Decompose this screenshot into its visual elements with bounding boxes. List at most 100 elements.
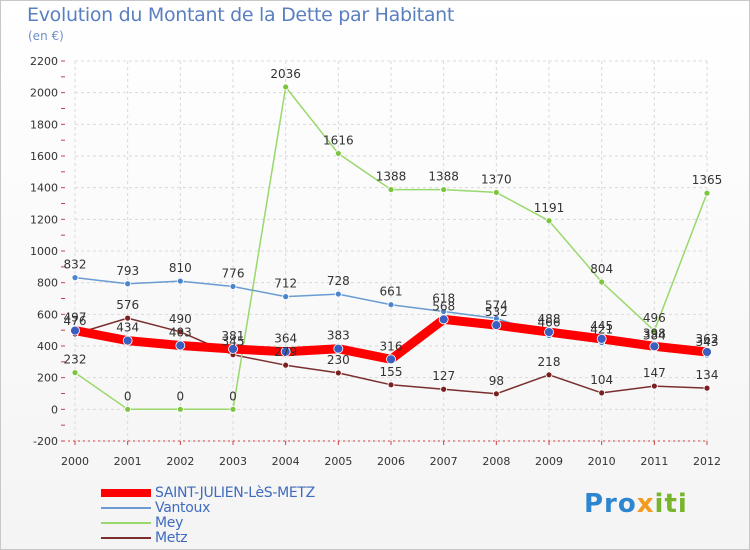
data-label: 104	[590, 373, 613, 387]
y-tick-label: 600	[37, 308, 58, 321]
x-tick-label: 2007	[430, 455, 458, 468]
data-label: 576	[116, 298, 139, 312]
y-tick-label: 1000	[30, 245, 58, 258]
data-point	[282, 293, 290, 301]
data-label: 574	[485, 298, 508, 312]
data-point	[282, 83, 290, 91]
data-point	[598, 278, 606, 286]
x-tick-label: 2011	[640, 455, 668, 468]
data-label: 810	[169, 261, 192, 275]
data-label: 0	[124, 389, 132, 403]
x-tick-label: 2002	[166, 455, 194, 468]
data-label: 618	[432, 291, 455, 305]
y-tick-label: 200	[37, 372, 58, 385]
logo-part: Pro	[584, 489, 637, 519]
data-label: 793	[116, 264, 139, 278]
x-tick-label: 2000	[61, 455, 89, 468]
data-point	[334, 290, 342, 298]
data-label: 712	[274, 277, 297, 291]
data-point	[703, 384, 711, 392]
data-label: 155	[380, 365, 403, 379]
data-point	[492, 189, 500, 196]
logo-part: x	[636, 489, 655, 519]
data-point	[176, 277, 184, 285]
data-label: 568	[432, 299, 455, 313]
y-tick-label: 400	[37, 340, 58, 353]
data-point	[702, 347, 712, 357]
data-point	[596, 333, 607, 344]
data-label: 134	[696, 368, 719, 382]
data-label: 832	[64, 258, 87, 272]
y-tick-label: 0	[51, 403, 58, 416]
legend-label: Mey	[155, 515, 184, 531]
series-points	[70, 83, 712, 413]
data-point	[492, 390, 500, 398]
data-label: 445	[590, 319, 613, 333]
data-label: 345	[222, 335, 245, 349]
axes: -200020040060080010001200140016001800200…	[30, 55, 721, 468]
data-label: 532	[485, 305, 508, 319]
data-label: 1616	[323, 133, 354, 147]
data-label: 488	[538, 312, 561, 326]
data-point	[124, 314, 132, 322]
data-label: 98	[489, 374, 504, 388]
data-label: 476	[64, 314, 87, 328]
chart-subtitle: (en €)	[28, 29, 64, 43]
data-label: 364	[274, 332, 297, 346]
data-point	[440, 308, 448, 315]
data-label: 0	[229, 389, 237, 403]
data-label: 383	[327, 329, 350, 343]
data-point	[544, 327, 554, 337]
data-point	[387, 186, 395, 193]
legend-label: Vantoux	[155, 500, 211, 516]
data-point	[491, 320, 502, 331]
x-tick-label: 2005	[324, 455, 352, 468]
data-label: 496	[643, 311, 666, 325]
data-label: 497	[64, 311, 87, 325]
data-point	[122, 335, 133, 346]
data-point	[70, 325, 80, 336]
data-point	[282, 361, 290, 369]
data-point	[71, 369, 79, 377]
data-label: 1388	[376, 170, 407, 184]
data-point	[124, 405, 132, 413]
data-label: 434	[116, 321, 139, 335]
data-point	[334, 369, 342, 377]
data-label: 343	[696, 335, 719, 349]
legend-label: SAINT-JULIEN-LèS-METZ	[155, 485, 315, 501]
legend-swatch	[101, 522, 151, 524]
x-tick-label: 2001	[114, 455, 142, 468]
data-label: 421	[590, 323, 613, 337]
data-label: 728	[327, 274, 350, 288]
data-label: 804	[590, 262, 613, 276]
data-label: 279	[274, 345, 297, 359]
data-label: 1191	[534, 201, 565, 215]
y-tick-label: 1600	[30, 150, 58, 163]
data-label: 316	[380, 339, 403, 353]
x-tick-label: 2008	[482, 455, 510, 468]
x-tick-label: 2004	[272, 455, 300, 468]
data-label: 1370	[481, 172, 512, 186]
data-point	[71, 274, 79, 282]
data-label: 490	[169, 312, 192, 326]
data-point	[650, 327, 658, 335]
data-point	[386, 354, 396, 365]
data-point	[229, 283, 237, 290]
y-tick-label: 1400	[30, 182, 58, 195]
proxiti-logo: Proxiti	[584, 489, 688, 519]
data-label: 466	[538, 316, 561, 330]
legend-label: Metz	[155, 530, 188, 546]
data-point	[176, 328, 184, 336]
data-point	[228, 344, 238, 354]
data-label: 398	[643, 326, 666, 340]
data-point	[387, 381, 395, 389]
y-tick-label: 800	[37, 277, 58, 290]
y-tick-label: 2000	[30, 87, 58, 100]
data-label: 230	[327, 353, 350, 367]
x-tick-label: 2006	[377, 455, 405, 468]
x-tick-label: 2003	[219, 455, 247, 468]
data-point	[438, 314, 449, 325]
data-label: 362	[696, 332, 719, 346]
